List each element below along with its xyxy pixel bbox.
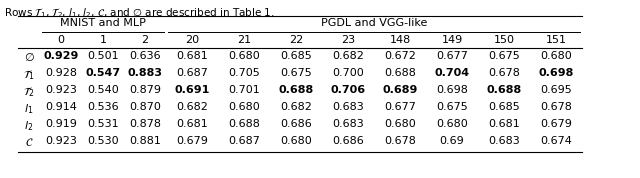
- Text: 0.687: 0.687: [176, 68, 208, 78]
- Text: $\emptyset$: $\emptyset$: [24, 51, 35, 63]
- Text: 0.678: 0.678: [488, 68, 520, 78]
- Text: 0.683: 0.683: [332, 119, 364, 129]
- Text: 0.688: 0.688: [384, 68, 416, 78]
- Text: 0.878: 0.878: [129, 119, 161, 129]
- Text: 0: 0: [58, 35, 65, 45]
- Text: 23: 23: [341, 35, 355, 45]
- Text: 21: 21: [237, 35, 251, 45]
- Text: 0.677: 0.677: [384, 102, 416, 112]
- Text: 22: 22: [289, 35, 303, 45]
- Text: 148: 148: [389, 35, 411, 45]
- Text: 0.680: 0.680: [384, 119, 416, 129]
- Text: 0.69: 0.69: [440, 136, 465, 146]
- Text: 0.685: 0.685: [488, 102, 520, 112]
- Text: 0.691: 0.691: [174, 85, 210, 95]
- Text: 20: 20: [185, 35, 199, 45]
- Text: 0.700: 0.700: [332, 68, 364, 78]
- Text: 2: 2: [141, 35, 148, 45]
- Text: 0.704: 0.704: [435, 68, 470, 78]
- Text: 0.695: 0.695: [540, 85, 572, 95]
- Text: 0.683: 0.683: [332, 102, 364, 112]
- Text: 0.929: 0.929: [44, 51, 79, 61]
- Text: 0.682: 0.682: [176, 102, 208, 112]
- Text: 0.540: 0.540: [87, 85, 119, 95]
- Text: 0.688: 0.688: [278, 85, 314, 95]
- Text: 0.923: 0.923: [45, 85, 77, 95]
- Text: 0.687: 0.687: [228, 136, 260, 146]
- Text: 0.681: 0.681: [176, 119, 208, 129]
- Text: 0.919: 0.919: [45, 119, 77, 129]
- Text: 0.674: 0.674: [540, 136, 572, 146]
- Text: 0.636: 0.636: [129, 51, 161, 61]
- Text: 0.705: 0.705: [228, 68, 260, 78]
- Text: 0.701: 0.701: [228, 85, 260, 95]
- Text: 0.677: 0.677: [436, 51, 468, 61]
- Text: 151: 151: [545, 35, 566, 45]
- Text: 0.883: 0.883: [127, 68, 163, 78]
- Text: 0.678: 0.678: [540, 102, 572, 112]
- Text: 0.698: 0.698: [538, 68, 573, 78]
- Text: $\mathcal{T}_2$: $\mathcal{T}_2$: [23, 85, 35, 99]
- Text: 0.682: 0.682: [332, 51, 364, 61]
- Text: 149: 149: [442, 35, 463, 45]
- Text: 0.680: 0.680: [228, 102, 260, 112]
- Text: 0.686: 0.686: [332, 136, 364, 146]
- Text: 0.679: 0.679: [540, 119, 572, 129]
- Text: 0.530: 0.530: [87, 136, 119, 146]
- Text: 0.678: 0.678: [384, 136, 416, 146]
- Text: 0.681: 0.681: [488, 119, 520, 129]
- Text: 0.881: 0.881: [129, 136, 161, 146]
- Text: 0.680: 0.680: [436, 119, 468, 129]
- Text: 0.680: 0.680: [228, 51, 260, 61]
- Text: 0.681: 0.681: [176, 51, 208, 61]
- Text: 0.688: 0.688: [228, 119, 260, 129]
- Text: 0.914: 0.914: [45, 102, 77, 112]
- Text: 0.675: 0.675: [488, 51, 520, 61]
- Text: 0.680: 0.680: [280, 136, 312, 146]
- Text: 0.923: 0.923: [45, 136, 77, 146]
- Text: 0.672: 0.672: [384, 51, 416, 61]
- Text: 0.531: 0.531: [87, 119, 119, 129]
- Text: PGDL and VGG-like: PGDL and VGG-like: [321, 18, 427, 28]
- Text: 0.501: 0.501: [87, 51, 119, 61]
- Text: 0.547: 0.547: [85, 68, 120, 78]
- Text: $l_1$: $l_1$: [24, 102, 34, 116]
- Text: 0.685: 0.685: [280, 51, 312, 61]
- Text: 0.688: 0.688: [486, 85, 522, 95]
- Text: $\mathcal{T}_1$: $\mathcal{T}_1$: [23, 68, 35, 82]
- Text: 0.683: 0.683: [488, 136, 520, 146]
- Text: Rows $\mathcal{T}_1$, $\mathcal{T}_2$, $l_1$, $l_2$, $\mathcal{C}$, and $\emptys: Rows $\mathcal{T}_1$, $\mathcal{T}_2$, $…: [4, 6, 275, 20]
- Text: 0.879: 0.879: [129, 85, 161, 95]
- Text: 150: 150: [493, 35, 515, 45]
- Text: 0.679: 0.679: [176, 136, 208, 146]
- Text: MNIST and MLP: MNIST and MLP: [60, 18, 146, 28]
- Text: 1: 1: [99, 35, 106, 45]
- Text: 0.675: 0.675: [436, 102, 468, 112]
- Text: $\mathcal{C}$: $\mathcal{C}$: [25, 136, 33, 148]
- Text: 0.689: 0.689: [382, 85, 418, 95]
- Text: 0.698: 0.698: [436, 85, 468, 95]
- Text: 0.536: 0.536: [87, 102, 119, 112]
- Text: 0.682: 0.682: [280, 102, 312, 112]
- Text: 0.870: 0.870: [129, 102, 161, 112]
- Text: 0.706: 0.706: [330, 85, 365, 95]
- Text: $l_2$: $l_2$: [24, 119, 34, 133]
- Text: 0.686: 0.686: [280, 119, 312, 129]
- Text: 0.928: 0.928: [45, 68, 77, 78]
- Text: 0.675: 0.675: [280, 68, 312, 78]
- Text: 0.680: 0.680: [540, 51, 572, 61]
